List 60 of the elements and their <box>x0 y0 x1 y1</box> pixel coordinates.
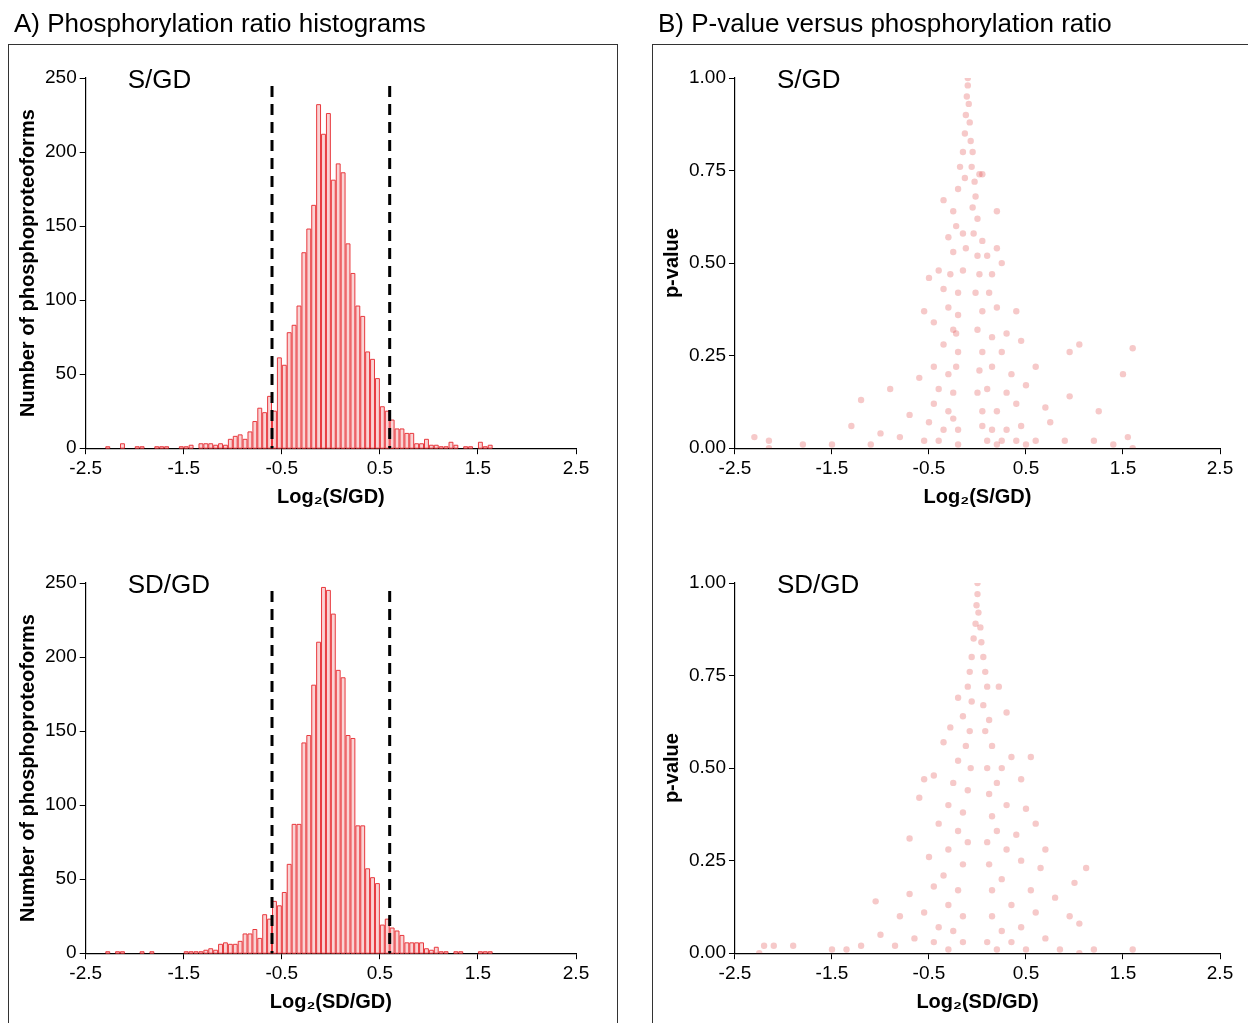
annotation: SD/GD <box>127 569 211 600</box>
y-axis-title: p-value <box>659 228 682 299</box>
x-tick-label: 2.5 <box>1206 961 1234 983</box>
x-tick-label: 2.5 <box>562 961 590 983</box>
y-tick-label: 0.75 <box>689 663 726 685</box>
y-tick-label: 200 <box>45 645 77 667</box>
x-axis-title: Log₂(S/GD) <box>276 484 385 507</box>
annotation: S/GD <box>776 64 841 95</box>
y-tick-label: 0.50 <box>689 756 726 778</box>
annotation: SD/GD <box>776 569 860 600</box>
x-tick-label: 0.5 <box>1012 961 1040 983</box>
y-tick-label: 50 <box>55 362 77 384</box>
x-tick-label: -0.5 <box>912 456 946 478</box>
y-tick-label: 150 <box>45 214 77 236</box>
y-tick-label: 1.00 <box>689 66 726 88</box>
y-tick-label: 100 <box>45 288 77 310</box>
x-tick-label: 2.5 <box>562 456 590 478</box>
y-tick-label: 0 <box>66 436 77 458</box>
x-tick-label: -2.5 <box>718 456 752 478</box>
x-tick-label: -2.5 <box>69 961 103 983</box>
y-tick-label: 250 <box>45 571 77 593</box>
x-tick-label: -2.5 <box>718 961 752 983</box>
y-tick-label: 0.00 <box>689 941 726 963</box>
y-tick-label: 0.25 <box>689 343 726 365</box>
x-tick-label: 1.5 <box>1109 961 1137 983</box>
y-tick-label: 1.00 <box>689 571 726 593</box>
x-tick-label: -1.5 <box>167 961 201 983</box>
y-tick-label: 200 <box>45 140 77 162</box>
x-tick-label: -0.5 <box>912 961 946 983</box>
x-tick-label: 2.5 <box>1206 456 1234 478</box>
x-axis-title: Log₂(SD/GD) <box>269 989 392 1012</box>
x-tick-label: -1.5 <box>167 456 201 478</box>
y-tick-label: 0.25 <box>689 848 726 870</box>
x-axis-title: Log₂(S/GD) <box>923 484 1032 507</box>
chart-title: A) Phosphorylation ratio histograms <box>14 8 426 39</box>
x-tick-label: 0.5 <box>1012 456 1040 478</box>
y-tick-label: 0.75 <box>689 158 726 180</box>
y-tick-label: 50 <box>55 867 77 889</box>
y-tick-label: 0 <box>66 941 77 963</box>
x-tick-label: 0.5 <box>366 456 394 478</box>
x-tick-label: 1.5 <box>1109 456 1137 478</box>
y-axis-title: p-value <box>659 733 682 804</box>
x-tick-label: -2.5 <box>69 456 103 478</box>
y-tick-label: 250 <box>45 66 77 88</box>
annotation: S/GD <box>127 64 192 95</box>
x-axis-title: Log₂(SD/GD) <box>916 989 1039 1012</box>
x-tick-label: 1.5 <box>464 961 492 983</box>
y-axis-title: Number of phosphoproteoforms <box>15 109 38 417</box>
x-tick-label: -0.5 <box>265 456 299 478</box>
y-tick-label: 100 <box>45 793 77 815</box>
x-tick-label: 0.5 <box>366 961 394 983</box>
y-tick-label: 150 <box>45 719 77 741</box>
x-tick-label: -1.5 <box>815 456 849 478</box>
y-axis-title: Number of phosphoproteoforms <box>15 614 38 922</box>
x-tick-label: 1.5 <box>464 456 492 478</box>
y-tick-label: 0.00 <box>689 436 726 458</box>
chart-title: B) P-value versus phosphorylation ratio <box>658 8 1112 39</box>
y-tick-label: 0.50 <box>689 251 726 273</box>
x-tick-label: -1.5 <box>815 961 849 983</box>
x-tick-label: -0.5 <box>265 961 299 983</box>
